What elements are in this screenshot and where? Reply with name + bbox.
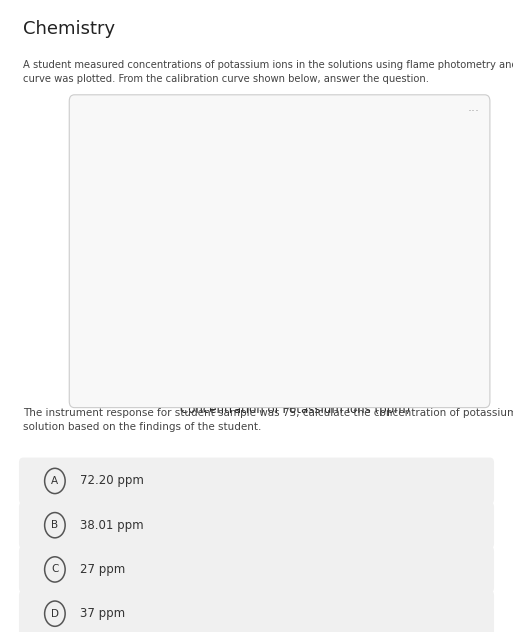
Text: C: C	[51, 564, 58, 574]
Text: B: B	[51, 520, 58, 530]
Text: A: A	[51, 476, 58, 486]
Title: Calibration Curve of Student: Calibration Curve of Student	[183, 111, 407, 125]
Point	[393, 167, 402, 177]
Point	[342, 207, 350, 217]
Text: 72.20 ppm: 72.20 ppm	[80, 475, 144, 487]
Text: y = 1.9943x + 0.8095: y = 1.9943x + 0.8095	[254, 159, 369, 169]
Text: ...: ...	[468, 101, 480, 114]
Text: The instrument response for student sample was 75, calculate the concentration o: The instrument response for student samp…	[23, 408, 513, 432]
Text: Chemistry: Chemistry	[23, 20, 115, 38]
X-axis label: Concentration of Potassium ions (ppm): Concentration of Potassium ions (ppm)	[180, 403, 410, 416]
Point	[137, 369, 145, 379]
Text: D: D	[51, 609, 59, 619]
Text: 27 ppm: 27 ppm	[80, 563, 125, 576]
Y-axis label: Instrument Response: Instrument Response	[85, 195, 95, 313]
Text: 38.01 ppm: 38.01 ppm	[80, 519, 143, 532]
Point	[188, 329, 196, 339]
Point	[291, 248, 299, 258]
Text: R² = 0.999: R² = 0.999	[254, 178, 310, 187]
Text: 37 ppm: 37 ppm	[80, 607, 125, 620]
Point	[240, 288, 248, 298]
Text: A student measured concentrations of potassium ions in the solutions using flame: A student measured concentrations of pot…	[23, 60, 513, 85]
